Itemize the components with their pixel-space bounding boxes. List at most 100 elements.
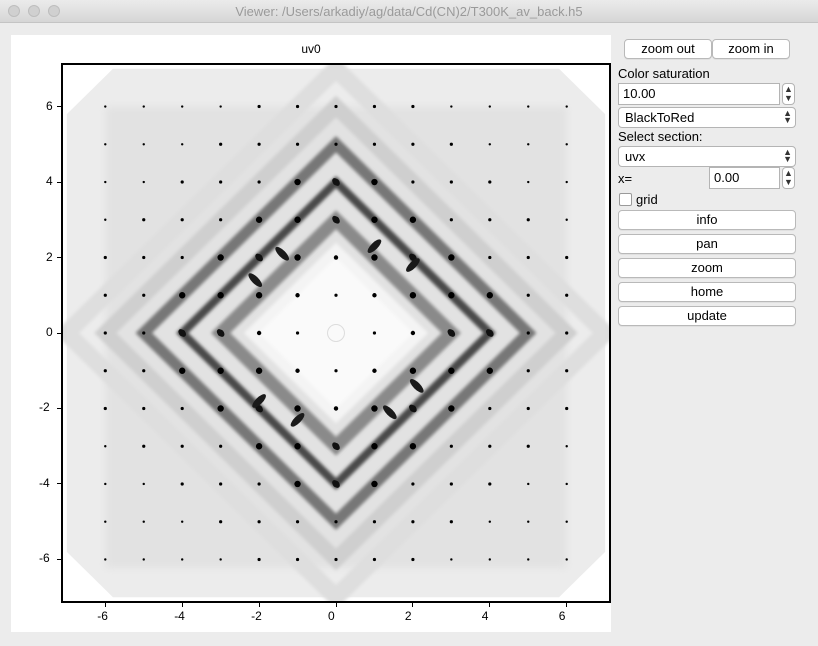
- bragg-peak: [334, 104, 338, 109]
- section-value: uvx: [625, 149, 646, 164]
- bragg-peak: [142, 105, 145, 108]
- diffuse-streak: [406, 258, 420, 272]
- y-tick: [57, 181, 61, 183]
- bragg-peak: [142, 482, 145, 486]
- bragg-peak: [294, 443, 301, 450]
- bragg-peak: [565, 369, 569, 373]
- bragg-peak: [409, 443, 417, 450]
- diffraction-image: [63, 65, 609, 601]
- grid-checkbox[interactable]: [619, 193, 632, 206]
- bragg-peak: [255, 443, 263, 450]
- diffuse-streak: [275, 246, 289, 261]
- bragg-peak: [488, 406, 492, 411]
- bragg-peak-streak: [332, 442, 340, 451]
- bragg-peak: [372, 557, 377, 562]
- bragg-peak: [334, 369, 338, 373]
- diffuse-streak: [248, 273, 263, 287]
- bragg-peak: [409, 216, 417, 223]
- y-tick-label: -6: [39, 551, 50, 566]
- bragg-peak: [142, 180, 145, 184]
- diffuse-streak: [409, 379, 424, 393]
- color-saturation-stepper[interactable]: ▲ ▼: [782, 83, 795, 105]
- bragg-peak: [334, 557, 338, 562]
- bragg-peak: [217, 292, 224, 299]
- minimize-window-button[interactable]: [28, 5, 40, 17]
- zoom-button[interactable]: zoom: [618, 258, 796, 278]
- bragg-peak: [142, 520, 145, 523]
- bragg-peak: [180, 218, 184, 222]
- title-bar: Viewer: /Users/arkadiy/ag/data/Cd(CN)2/T…: [0, 0, 818, 23]
- bragg-peak-streak: [332, 215, 340, 224]
- bragg-peak: [488, 105, 492, 108]
- grid-label: grid: [636, 192, 658, 207]
- update-button[interactable]: update: [618, 306, 796, 326]
- y-tick-label: -2: [39, 400, 50, 415]
- home-button[interactable]: home: [618, 282, 796, 302]
- bragg-peak: [486, 367, 494, 374]
- y-tick: [57, 332, 61, 334]
- x-tick: [335, 603, 337, 607]
- bragg-peak: [257, 482, 261, 486]
- bragg-peak: [103, 293, 107, 297]
- y-tick: [57, 106, 61, 108]
- zoom-in-button[interactable]: zoom in: [712, 39, 790, 59]
- bragg-peak: [526, 255, 530, 260]
- bragg-peak: [180, 558, 184, 561]
- plot-axes[interactable]: [61, 63, 611, 603]
- pan-button[interactable]: pan: [618, 234, 796, 254]
- bragg-peak: [255, 292, 263, 299]
- bragg-peak: [449, 142, 453, 146]
- x-value-input[interactable]: 0.00: [709, 167, 780, 189]
- bragg-peak: [103, 331, 107, 335]
- bragg-peak: [104, 482, 107, 486]
- bragg-peak: [488, 482, 492, 486]
- bragg-peak: [180, 105, 184, 108]
- bragg-peak: [103, 406, 107, 411]
- x-value-stepper[interactable]: ▲ ▼: [782, 167, 795, 189]
- bragg-peak: [488, 520, 492, 523]
- diffuse-streak: [252, 394, 266, 408]
- x-tick: [412, 603, 414, 607]
- bragg-peak-streak: [409, 404, 417, 413]
- zoom-window-button[interactable]: [48, 5, 60, 17]
- plot-canvas[interactable]: uv0 -6 -4 -2 0 2 4 6 6 4 2 0 -2 -4 -6: [11, 35, 611, 632]
- bragg-peak: [295, 104, 300, 109]
- y-tick-label: -4: [39, 475, 50, 490]
- bragg-peak: [295, 520, 300, 524]
- bragg-peak: [104, 105, 107, 108]
- bragg-peak: [294, 216, 301, 223]
- bragg-peak-streak: [332, 480, 340, 488]
- x-tick: [181, 603, 183, 607]
- bragg-peak: [104, 143, 107, 146]
- close-window-button[interactable]: [8, 5, 20, 17]
- bragg-peak: [104, 558, 107, 561]
- y-tick: [57, 483, 61, 485]
- bragg-peak: [411, 142, 415, 146]
- bragg-peak: [104, 180, 107, 184]
- diffuse-streak: [367, 239, 382, 254]
- bragg-peak: [142, 558, 145, 561]
- bragg-peak: [180, 482, 184, 486]
- bragg-peak: [142, 218, 146, 222]
- bragg-peak: [255, 216, 263, 223]
- bragg-peak: [104, 445, 107, 448]
- color-saturation-input[interactable]: 10.00: [618, 83, 780, 105]
- bragg-peak: [219, 218, 223, 222]
- bragg-peak: [448, 367, 455, 374]
- info-button[interactable]: info: [618, 210, 796, 230]
- bragg-peak: [526, 444, 530, 448]
- bragg-peak-streak: [332, 178, 340, 186]
- colormap-select[interactable]: BlackToRed ▲ ▼: [618, 107, 796, 128]
- bragg-peak: [333, 406, 339, 411]
- bragg-peak: [217, 254, 224, 261]
- section-select[interactable]: uvx ▲ ▼: [618, 146, 796, 167]
- bragg-peak: [371, 443, 378, 450]
- x-tick: [566, 603, 568, 607]
- bragg-peak: [527, 143, 530, 146]
- bragg-peak: [488, 255, 492, 260]
- bragg-peak: [565, 218, 568, 221]
- zoom-out-button[interactable]: zoom out: [624, 39, 712, 59]
- control-panel: zoom out zoom in Color saturation 10.00 …: [612, 35, 812, 335]
- bragg-peak: [295, 368, 300, 373]
- bragg-peak: [104, 520, 107, 523]
